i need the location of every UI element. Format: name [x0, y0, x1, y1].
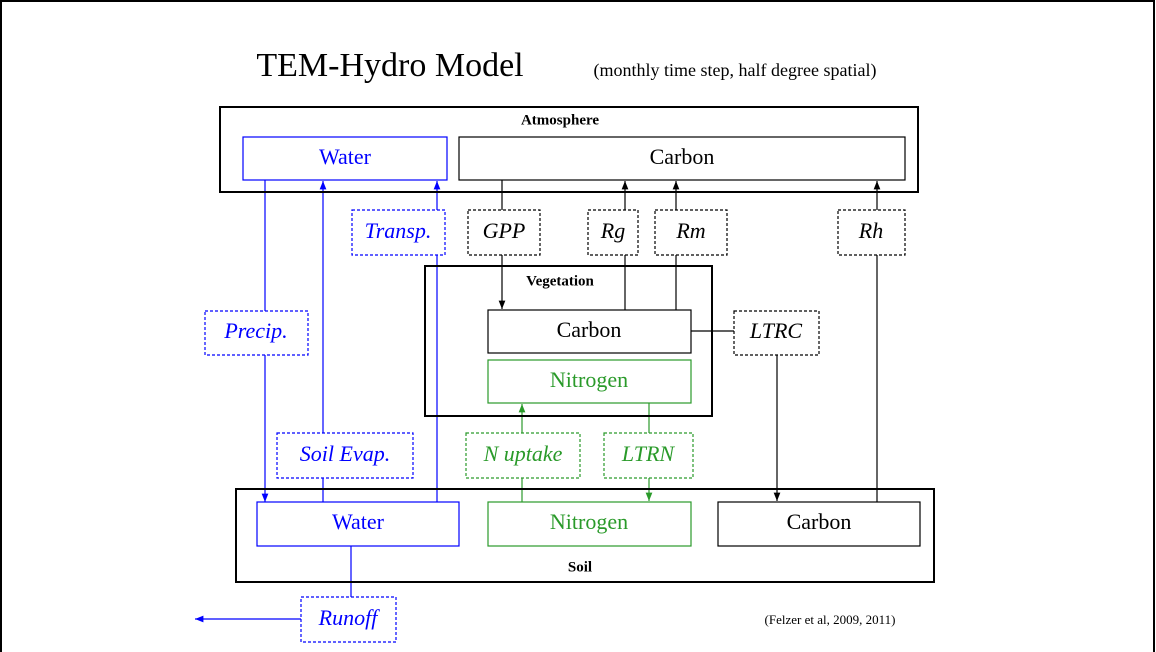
- flux-label: Rh: [858, 218, 883, 243]
- subtitle: (monthly time step, half degree spatial): [594, 60, 877, 81]
- carbon-label: Carbon: [787, 509, 852, 534]
- flux-box: [204, 310, 309, 356]
- vegetation-label: Vegetation: [526, 273, 594, 289]
- flux-box: [603, 432, 694, 479]
- flux-label: GPP: [483, 218, 526, 243]
- flux-box: [587, 209, 639, 256]
- soil-label: Soil: [568, 559, 592, 575]
- nitrogen-box: [487, 359, 692, 404]
- carbon-label: Carbon: [557, 317, 622, 342]
- flux-box: [837, 209, 906, 256]
- flux-label: Runoff: [318, 605, 381, 630]
- flux-label: LTRN: [621, 441, 675, 466]
- flux-label: Rm: [675, 218, 705, 243]
- flux-label: Transp.: [365, 218, 432, 243]
- carbon-box: [458, 136, 906, 181]
- flux-box: [300, 596, 397, 643]
- flux-label: Rg: [600, 218, 625, 243]
- atmosphere-box: [219, 106, 919, 193]
- vegetation-box: [424, 265, 713, 417]
- flux-label: Soil Evap.: [300, 441, 390, 466]
- citation: (Felzer et al, 2009, 2011): [765, 612, 896, 627]
- flux-box: [654, 209, 728, 256]
- flux-label: Precip.: [223, 318, 287, 343]
- nitrogen-box: [487, 501, 692, 547]
- water-label: Water: [332, 509, 385, 534]
- flux-box: [351, 209, 446, 256]
- carbon-box: [487, 309, 692, 354]
- flux-box: [467, 209, 541, 256]
- flux-label: LTRC: [749, 318, 802, 343]
- flux-box: [465, 432, 581, 479]
- water-box: [256, 501, 460, 547]
- title: TEM-Hydro Model: [256, 47, 523, 84]
- atmosphere-label: Atmosphere: [521, 112, 599, 128]
- flux-box: [276, 432, 414, 479]
- flux-box: [733, 310, 820, 356]
- carbon-label: Carbon: [650, 144, 715, 169]
- soil-box: [235, 488, 935, 583]
- nitrogen-label: Nitrogen: [550, 367, 628, 392]
- nitrogen-label: Nitrogen: [550, 509, 628, 534]
- carbon-box: [717, 501, 921, 547]
- flux-label: N uptake: [483, 441, 563, 466]
- water-label: Water: [319, 144, 372, 169]
- water-box: [242, 136, 448, 181]
